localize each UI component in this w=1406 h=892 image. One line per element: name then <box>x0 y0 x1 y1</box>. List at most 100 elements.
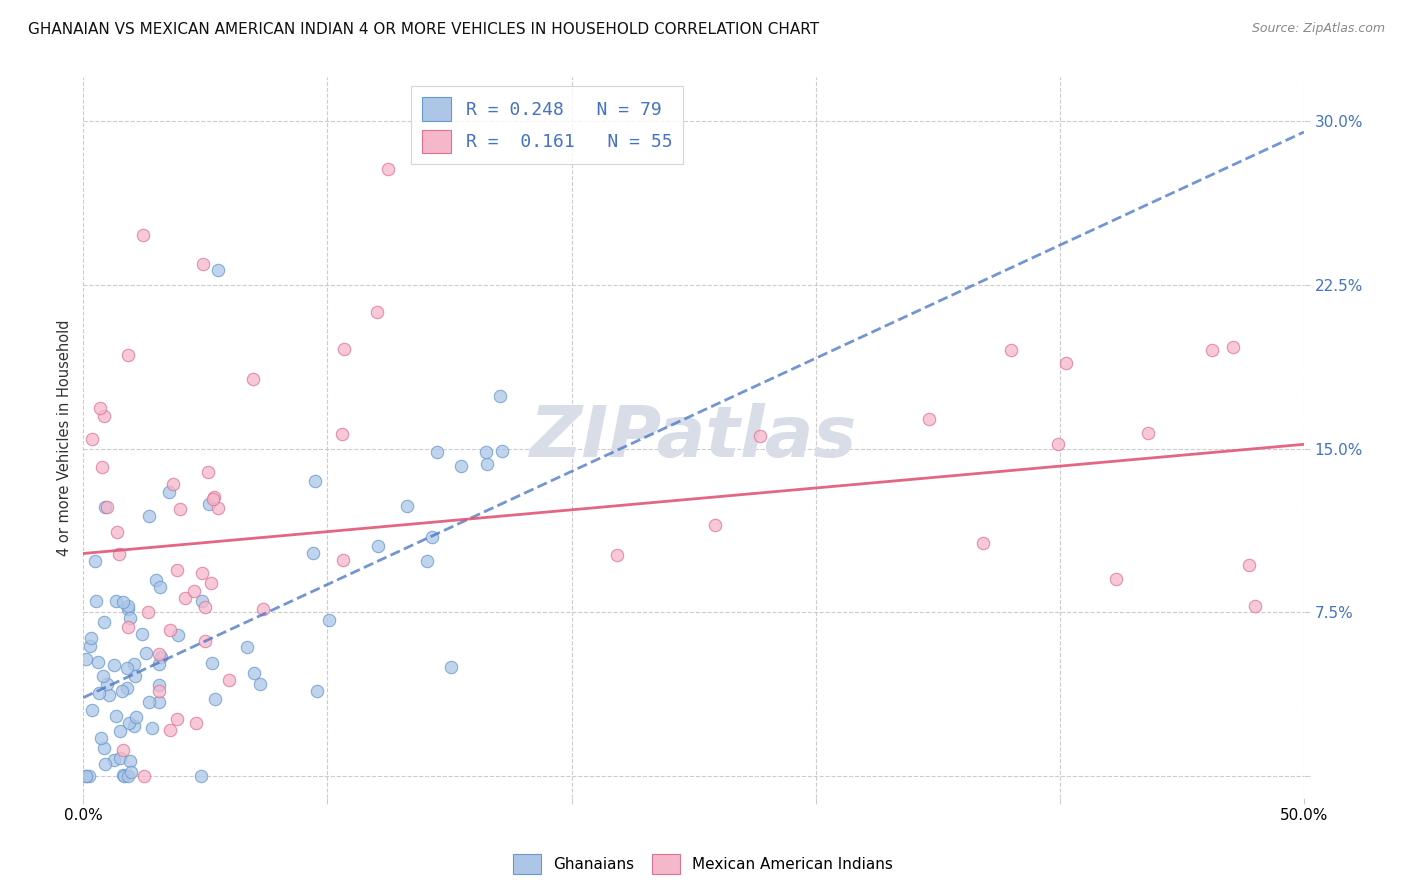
Point <box>117 769 139 783</box>
Text: GHANAIAN VS MEXICAN AMERICAN INDIAN 4 OR MORE VEHICLES IN HOUSEHOLD CORRELATION : GHANAIAN VS MEXICAN AMERICAN INDIAN 4 OR… <box>28 22 820 37</box>
Point <box>191 566 214 581</box>
Point <box>96 677 118 691</box>
Point <box>84 594 107 608</box>
Point <box>332 553 354 567</box>
Point <box>440 659 463 673</box>
Point <box>416 554 439 568</box>
Point <box>104 709 127 723</box>
Point <box>111 684 134 698</box>
Point <box>117 348 139 362</box>
Point <box>318 613 340 627</box>
Point <box>162 477 184 491</box>
Point <box>93 757 115 772</box>
Point <box>112 595 135 609</box>
Point <box>148 580 170 594</box>
Point <box>918 412 941 426</box>
Point <box>366 305 388 319</box>
Point <box>474 444 496 458</box>
Point <box>91 459 114 474</box>
Point <box>120 765 142 780</box>
Point <box>87 686 110 700</box>
Point <box>122 719 145 733</box>
Point <box>159 723 181 738</box>
Point <box>420 530 443 544</box>
Point <box>83 554 105 568</box>
Point <box>972 536 994 550</box>
Point <box>118 611 141 625</box>
Point <box>1201 343 1223 358</box>
Point <box>190 593 212 607</box>
Point <box>93 409 115 424</box>
Point <box>169 502 191 516</box>
Point <box>131 627 153 641</box>
Point <box>75 651 97 665</box>
Point <box>75 769 97 783</box>
Point <box>148 657 170 671</box>
Point <box>200 576 222 591</box>
Point <box>198 497 221 511</box>
Point <box>166 563 188 577</box>
Point <box>80 632 103 646</box>
Point <box>91 669 114 683</box>
Point <box>90 731 112 746</box>
Point <box>166 628 188 642</box>
Point <box>79 639 101 653</box>
Legend: Ghanaians, Mexican American Indians: Ghanaians, Mexican American Indians <box>508 848 898 880</box>
Point <box>426 444 449 458</box>
Point <box>1136 425 1159 440</box>
Point <box>333 343 356 357</box>
Point <box>236 640 259 654</box>
Point <box>141 722 163 736</box>
Point <box>190 769 212 783</box>
Point <box>1105 572 1128 586</box>
Point <box>305 684 328 698</box>
Point <box>304 474 326 488</box>
Point <box>377 162 399 177</box>
Point <box>194 599 217 614</box>
Point <box>159 624 181 638</box>
Point <box>117 620 139 634</box>
Point <box>1046 437 1069 451</box>
Point <box>148 695 170 709</box>
Point <box>148 648 170 662</box>
Point <box>108 724 131 739</box>
Point <box>118 754 141 768</box>
Point <box>1244 599 1267 613</box>
Point <box>132 769 155 783</box>
Point <box>132 227 155 242</box>
Point <box>117 599 139 614</box>
Point <box>96 500 118 514</box>
Point <box>1000 343 1022 358</box>
Y-axis label: 4 or more Vehicles in Household: 4 or more Vehicles in Household <box>58 319 72 556</box>
Point <box>1237 558 1260 572</box>
Point <box>330 426 353 441</box>
Point <box>450 458 472 473</box>
Point <box>606 548 628 562</box>
Point <box>80 432 103 446</box>
Point <box>138 508 160 523</box>
Point <box>80 703 103 717</box>
Point <box>145 573 167 587</box>
Point <box>108 750 131 764</box>
Point <box>112 743 135 757</box>
Point <box>242 372 264 386</box>
Point <box>103 658 125 673</box>
Point <box>98 688 121 702</box>
Point <box>243 665 266 680</box>
Point <box>87 655 110 669</box>
Text: Source: ZipAtlas.com: Source: ZipAtlas.com <box>1251 22 1385 36</box>
Point <box>197 465 219 479</box>
Point <box>201 656 224 670</box>
Point <box>204 691 226 706</box>
Point <box>115 661 138 675</box>
Point <box>107 547 129 561</box>
Point <box>748 428 770 442</box>
Point <box>252 601 274 615</box>
Point <box>111 768 134 782</box>
Point <box>157 484 180 499</box>
Point <box>122 657 145 672</box>
Point <box>149 650 172 665</box>
Point <box>194 634 217 648</box>
Point <box>249 677 271 691</box>
Point <box>395 500 418 514</box>
